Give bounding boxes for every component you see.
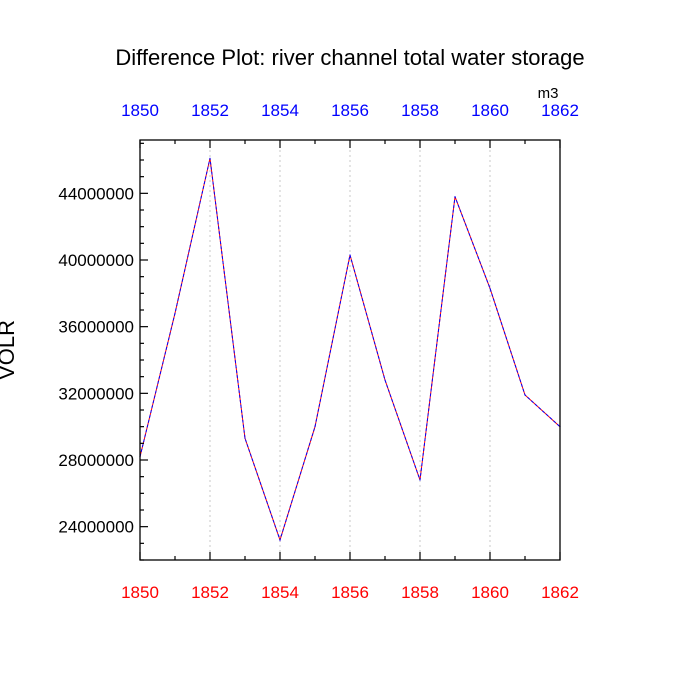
data-point <box>209 157 211 159</box>
bottom-x-tick-label: 1860 <box>471 583 509 602</box>
data-point <box>279 539 281 541</box>
bottom-x-tick-label: 1850 <box>121 583 159 602</box>
y-axis-label: VOLR <box>0 320 19 380</box>
data-point <box>489 287 491 289</box>
data-point <box>314 426 316 428</box>
bottom-x-axis: 1850 1852 1854 1856 1858 1860 1862 <box>121 583 579 602</box>
top-x-tick-label: 1862 <box>541 101 579 120</box>
bottom-x-tick-label: 1858 <box>401 583 439 602</box>
bottom-x-tick-label: 1852 <box>191 583 229 602</box>
bottom-x-tick-label: 1862 <box>541 583 579 602</box>
top-x-tick-label: 1850 <box>121 101 159 120</box>
y-tick-label: 24000000 <box>58 518 134 537</box>
y-tick-label: 28000000 <box>58 451 134 470</box>
data-point <box>454 196 456 198</box>
data-point <box>524 394 526 396</box>
top-x-axis: 1850 1852 1854 1856 1858 1860 1862 <box>121 101 579 120</box>
top-x-tick-label: 1858 <box>401 101 439 120</box>
y-tick-label: 36000000 <box>58 318 134 337</box>
y-tick-label: 40000000 <box>58 251 134 270</box>
top-x-tick-label: 1854 <box>261 101 299 120</box>
units-label: m3 <box>538 85 559 102</box>
y-tick-label: 44000000 <box>58 184 134 203</box>
y-tick-label: 32000000 <box>58 384 134 403</box>
data-point <box>244 437 246 439</box>
series-lines <box>139 157 561 542</box>
data-point <box>349 254 351 256</box>
data-point <box>174 312 176 314</box>
top-x-tick-label: 1860 <box>471 101 509 120</box>
data-point <box>419 479 421 481</box>
bottom-x-tick-label: 1854 <box>261 583 299 602</box>
top-x-tick-label: 1856 <box>331 101 369 120</box>
chart-title: Difference Plot: river channel total wat… <box>115 45 584 70</box>
bottom-x-tick-label: 1856 <box>331 583 369 602</box>
top-x-tick-label: 1852 <box>191 101 229 120</box>
y-axis: 24000000 28000000 32000000 36000000 40000000… <box>58 184 134 536</box>
x-grid <box>209 140 491 560</box>
data-point <box>384 379 386 381</box>
axis-ticks <box>139 140 561 561</box>
